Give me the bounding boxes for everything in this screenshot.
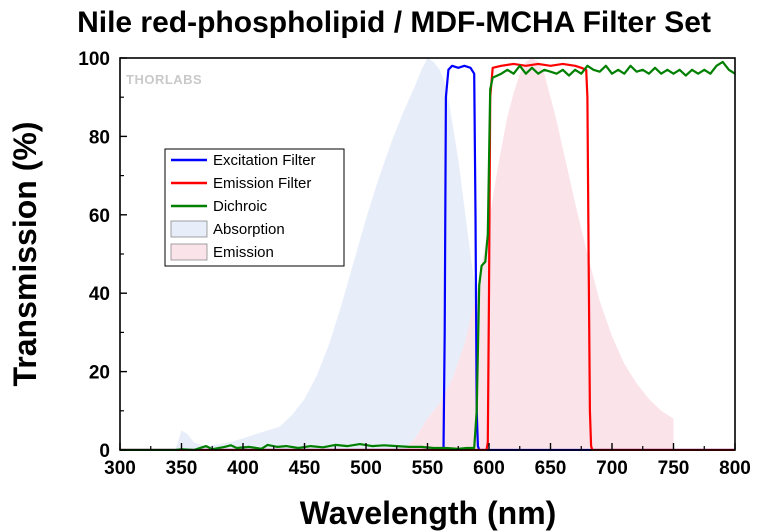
area-layer	[175, 58, 674, 450]
x-tick-label: 500	[350, 458, 382, 479]
y-tick-label: 20	[89, 363, 110, 384]
x-tick-label: 400	[227, 458, 259, 479]
legend-label-emission-filter: Emission Filter	[213, 175, 311, 192]
x-tick-label: 600	[473, 458, 505, 479]
legend-label-dichroic: Dichroic	[213, 198, 268, 215]
x-tick-label: 450	[289, 458, 321, 479]
legend-box	[164, 148, 345, 267]
series-area-absorption	[175, 58, 526, 450]
series-line-excitation-filter	[120, 64, 735, 451]
x-tick-label: 650	[535, 458, 567, 479]
y-axis: 0 20 40 60 80 100	[78, 49, 127, 462]
legend-swatch-absorption	[170, 220, 208, 238]
legend-label-emission: Emission	[213, 244, 274, 261]
y-tick-label: 80	[89, 127, 110, 148]
y-tick-label: 100	[78, 49, 110, 70]
y-tick-label: 60	[89, 206, 110, 227]
watermark: THORLABS	[126, 72, 202, 87]
y-axis-title: Transmission (%)	[7, 122, 43, 387]
legend-swatch-emission	[170, 243, 208, 261]
x-axis-title: Wavelength (nm)	[300, 495, 557, 531]
series-area-emission	[402, 58, 674, 450]
series-line-emission-filter	[120, 62, 735, 451]
x-tick-label: 300	[104, 458, 136, 479]
line-layer	[120, 60, 735, 451]
x-tick-label: 550	[412, 458, 444, 479]
legend: Excitation Filter Emission Filter Dichroic…	[164, 148, 345, 267]
legend-label-excitation-filter: Excitation Filter	[213, 152, 316, 169]
legend-label-absorption: Absorption	[213, 221, 285, 238]
x-tick-label: 350	[166, 458, 198, 479]
x-tick-label: 700	[596, 458, 628, 479]
x-tick-label: 800	[719, 458, 751, 479]
x-tick-label: 750	[658, 458, 690, 479]
y-tick-label: 0	[99, 441, 110, 462]
series-line-dichroic	[120, 60, 735, 451]
x-axis: 300 350 400 450 500 550 600 650 700 750 800	[104, 443, 751, 479]
chart-title: Nile red-phospholipid / MDF-MCHA Filter …	[77, 6, 711, 39]
y-tick-label: 40	[89, 284, 110, 305]
